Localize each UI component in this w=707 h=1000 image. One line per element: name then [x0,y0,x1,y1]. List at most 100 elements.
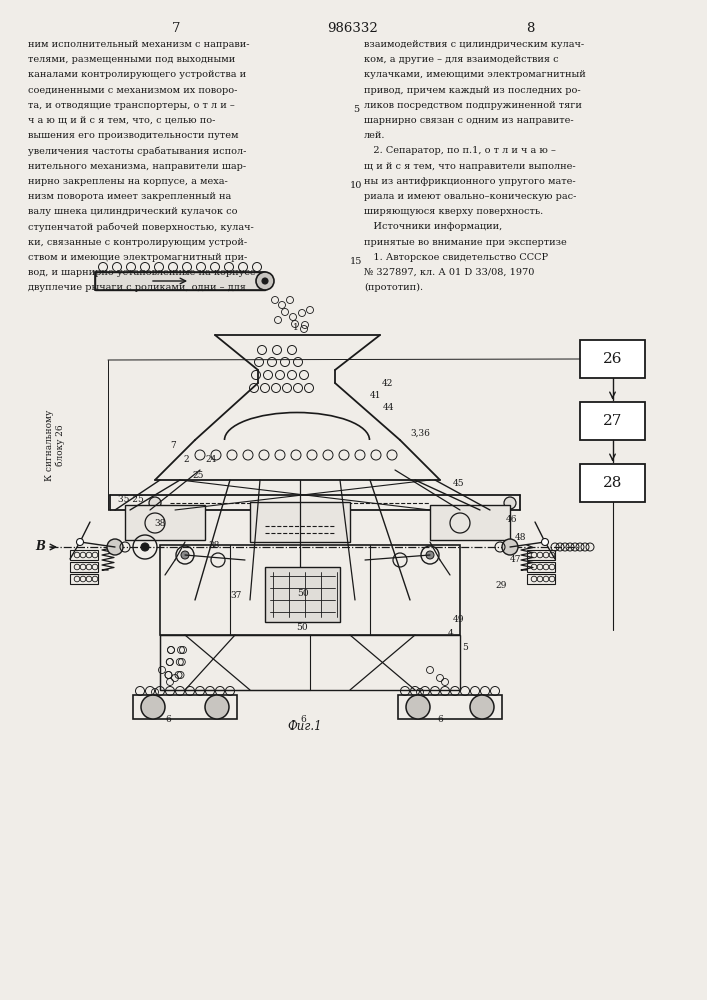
Circle shape [181,551,189,559]
Text: 46: 46 [506,516,518,524]
Bar [160,635,310,690]
Text: валу шнека цилиндрический кулачок со: валу шнека цилиндрический кулачок со [28,207,238,216]
Text: шарнирно связан с одним из направите-: шарнирно связан с одним из направите- [364,116,573,125]
Text: щ и й с я тем, что направители выполне-: щ и й с я тем, что направители выполне- [364,162,575,171]
Text: 8: 8 [526,22,534,35]
Text: нительного механизма, направители шар-: нительного механизма, направители шар- [28,162,246,171]
Text: 7: 7 [170,440,176,450]
Text: (прототип).: (прототип). [364,283,423,292]
Text: К сигнальному
блоку 26: К сигнальному блоку 26 [45,409,65,481]
Circle shape [149,497,161,509]
Text: Фиг.1: Фиг.1 [288,720,322,734]
Bar [580,464,645,502]
Text: 45: 45 [453,479,464,488]
Text: 27: 27 [603,414,622,428]
Circle shape [76,538,83,546]
Text: вод, и шарнирно установленные на корпусе: вод, и шарнирно установленные на корпусе [28,268,256,277]
Text: привод, причем каждый из последних ро-: привод, причем каждый из последних ро- [364,86,580,95]
Text: 986332: 986332 [327,22,378,35]
Bar [70,574,98,584]
Text: 1. Авторское свидетельство СССР: 1. Авторское свидетельство СССР [364,253,548,262]
Text: 10: 10 [350,181,362,190]
Text: 1: 1 [293,322,299,332]
Text: 44: 44 [383,403,395,412]
Bar [70,550,98,560]
Text: 37: 37 [230,590,241,599]
Text: ством и имеющие электромагнитный при-: ством и имеющие электромагнитный при- [28,253,247,262]
Text: 48: 48 [515,534,527,542]
Bar [265,567,340,622]
Circle shape [406,695,430,719]
Text: ликов посредством подпружиненной тяги: ликов посредством подпружиненной тяги [364,101,582,110]
Circle shape [262,278,268,284]
Bar [580,340,645,378]
Text: ком, а другие – для взаимодействия с: ком, а другие – для взаимодействия с [364,55,559,64]
Circle shape [426,551,434,559]
Circle shape [141,543,149,551]
Text: нирно закреплены на корпусе, а меха-: нирно закреплены на корпусе, а меха- [28,177,228,186]
Text: ширяющуюся кверху поверхность.: ширяющуюся кверху поверхность. [364,207,543,216]
Text: 26: 26 [603,352,622,366]
Text: взаимодействия с цилиндрическим кулач-: взаимодействия с цилиндрическим кулач- [364,40,584,49]
Text: 29: 29 [495,580,506,589]
Text: 50: 50 [297,589,309,598]
Text: 49: 49 [453,615,464,624]
Text: 2. Сепаратор, по п.1, о т л и ч а ю –: 2. Сепаратор, по п.1, о т л и ч а ю – [364,146,556,155]
Circle shape [504,497,516,509]
Text: ки, связанные с контролирующим устрой-: ки, связанные с контролирующим устрой- [28,238,247,247]
Text: № 327897, кл. А 01 D 33/08, 1970: № 327897, кл. А 01 D 33/08, 1970 [364,268,534,277]
Bar [125,505,205,540]
Text: 5: 5 [462,644,468,652]
Circle shape [205,695,229,719]
Bar [527,550,555,560]
Text: двуплечие рычаги с роликами, одни – для: двуплечие рычаги с роликами, одни – для [28,283,246,292]
Text: Источники информации,: Источники информации, [364,222,502,231]
Text: та, и отводящие транспортеры, о т л и –: та, и отводящие транспортеры, о т л и – [28,101,235,110]
Bar [250,502,350,542]
Circle shape [502,539,518,555]
Text: каналами контролирующего устройства и: каналами контролирующего устройства и [28,70,246,79]
Bar [160,635,460,690]
Circle shape [107,539,123,555]
Text: 50: 50 [296,624,308,633]
Text: телями, размещенными под выходными: телями, размещенными под выходными [28,55,235,64]
Circle shape [542,538,549,546]
Text: 15: 15 [350,257,362,266]
Text: 6: 6 [437,716,443,724]
Text: риала и имеют овально–коническую рас-: риала и имеют овально–коническую рас- [364,192,576,201]
Text: 6: 6 [300,716,305,724]
Text: 42: 42 [382,378,393,387]
Text: увеличения частоты срабатывания испол-: увеличения частоты срабатывания испол- [28,146,246,156]
Text: 3,36: 3,36 [410,428,430,438]
Text: низм поворота имеет закрепленный на: низм поворота имеет закрепленный на [28,192,231,201]
Text: 47: 47 [510,556,522,564]
Text: кулачками, имеющими электромагнитный: кулачками, имеющими электромагнитный [364,70,586,79]
Text: принятые во внимание при экспертизе: принятые во внимание при экспертизе [364,238,567,247]
Text: 41: 41 [370,391,382,400]
Text: 7: 7 [172,22,180,35]
Text: 35 25: 35 25 [118,495,144,504]
Text: 4: 4 [448,629,454,638]
Text: ступенчатой рабочей поверхностью, кулач-: ступенчатой рабочей поверхностью, кулач- [28,222,254,232]
Text: ч а ю щ и й с я тем, что, с целью по-: ч а ю щ и й с я тем, что, с целью по- [28,116,216,125]
Text: 25: 25 [192,471,204,480]
Circle shape [470,695,494,719]
Bar [133,695,237,719]
Circle shape [141,695,165,719]
Text: лей.: лей. [364,131,385,140]
Bar [160,545,460,635]
Bar [527,562,555,572]
Text: вышения его производительности путем: вышения его производительности путем [28,131,238,140]
Text: 6: 6 [165,716,171,724]
Bar [430,505,510,540]
Bar [398,695,502,719]
Text: 24: 24 [205,456,216,464]
Text: 38: 38 [208,540,219,550]
Bar [527,574,555,584]
Circle shape [256,272,274,290]
Bar [70,562,98,572]
Text: 38: 38 [154,518,165,528]
Text: соединенными с механизмом их поворо-: соединенными с механизмом их поворо- [28,86,238,95]
Text: 28: 28 [603,476,622,490]
Bar [580,402,645,440]
